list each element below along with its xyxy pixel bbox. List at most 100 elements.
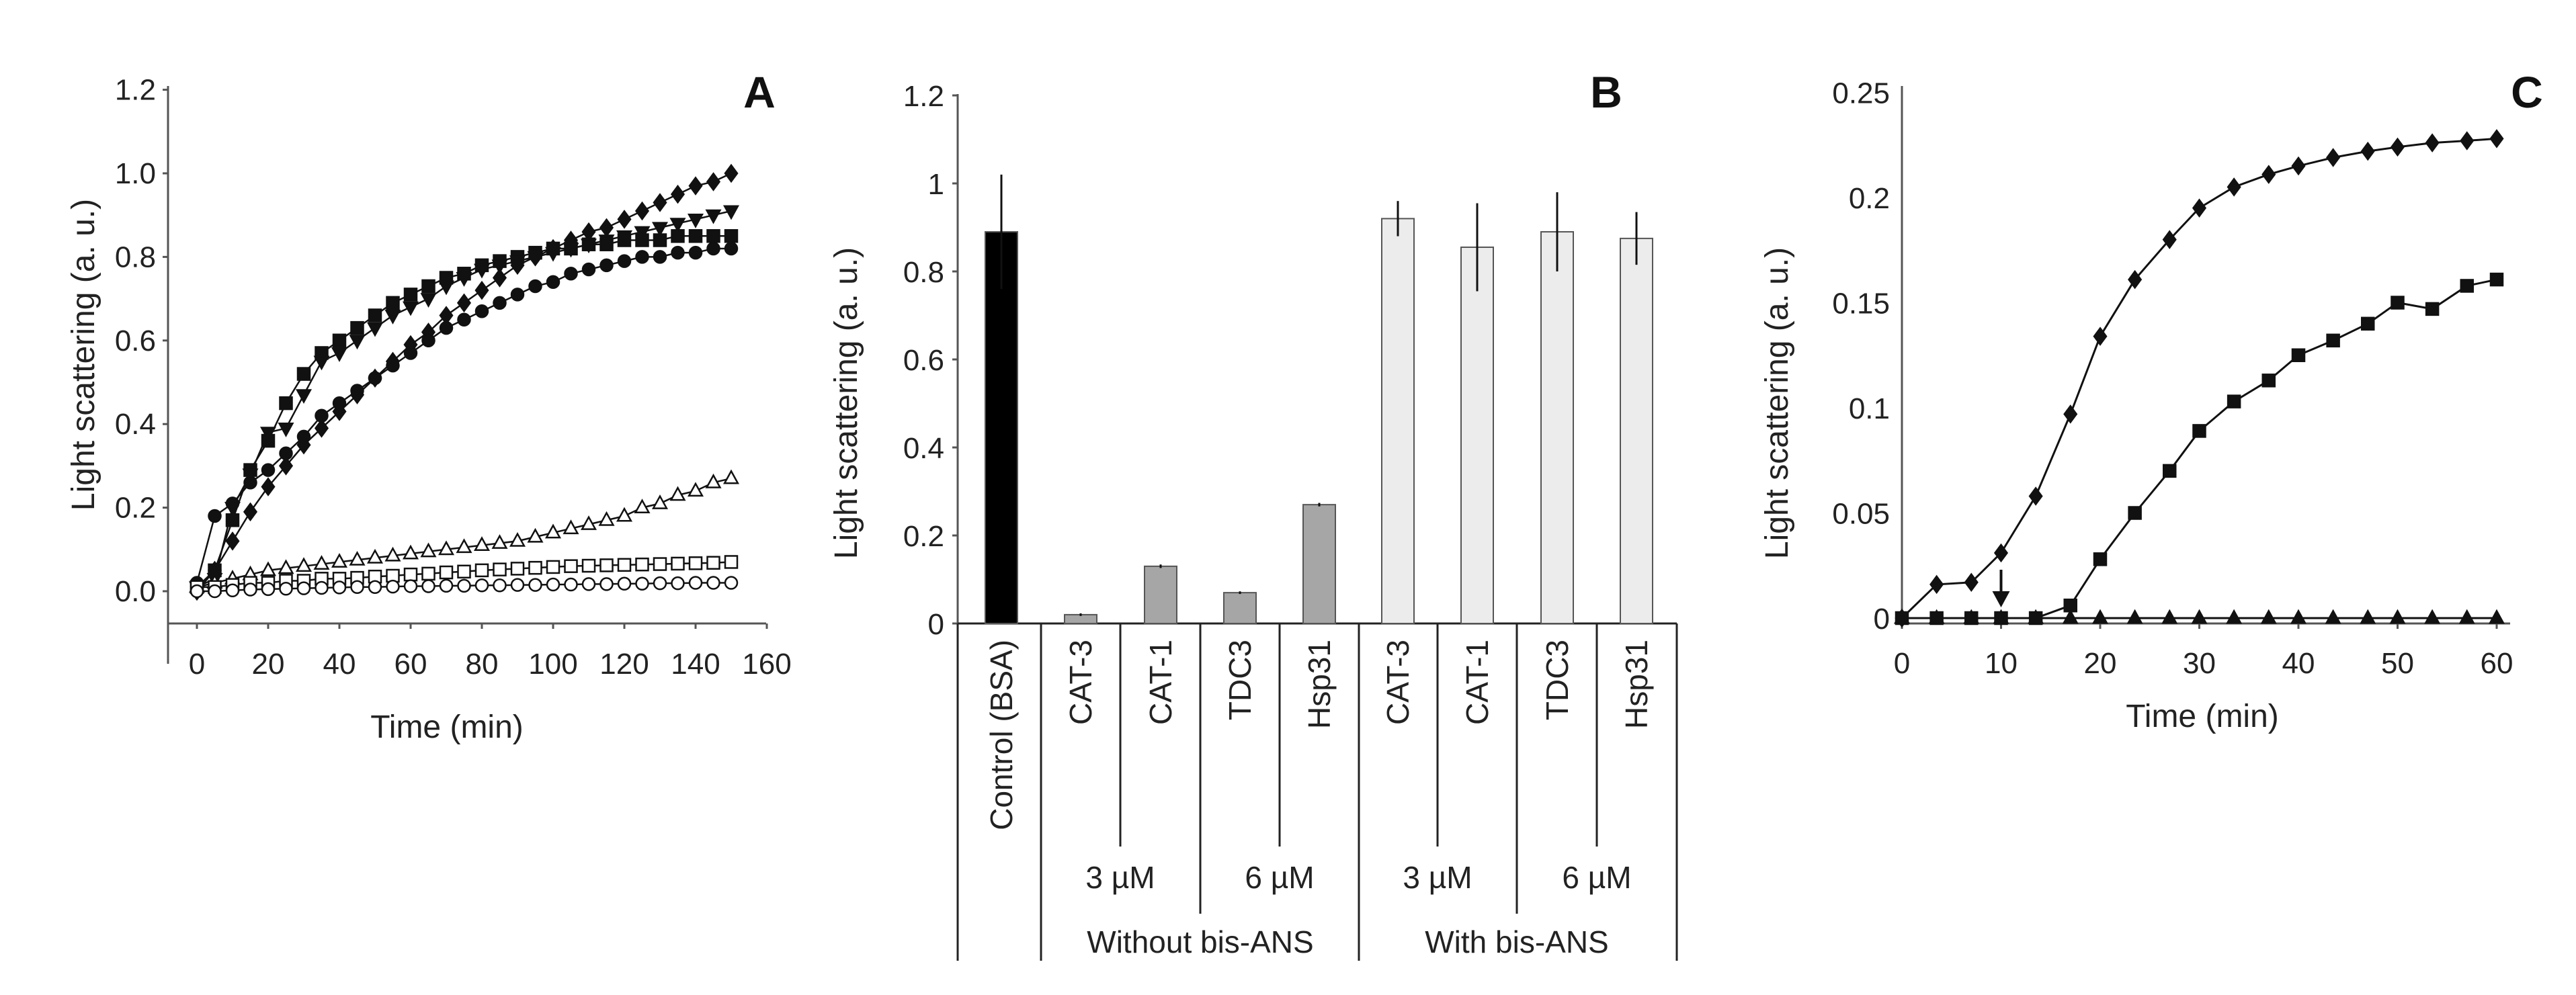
panel-b: Light scattering (a. u.) B 0 0.2 0.4 0.6 0.8…: [829, 67, 1678, 961]
panel-a-point-open-square: [421, 566, 435, 581]
panel-c-point-diamond: [2063, 404, 2078, 424]
panel-a-point-filled-diamond: [421, 322, 436, 342]
panel-a-point-filled-triangle-down: [331, 347, 348, 362]
panel-c-point-diamond: [2227, 177, 2241, 197]
panel-a-point-open-triangle: [669, 486, 686, 501]
panel-a-y-tick-label: 0.8: [115, 241, 156, 273]
panel-c-point-diamond: [1929, 574, 1944, 595]
panel-a-point-open-circle: [439, 578, 454, 593]
panel-a-point-filled-circle: [706, 241, 720, 256]
panel-a-x-tick-label: 80: [466, 648, 499, 681]
panel-a-point-filled-diamond: [563, 230, 579, 250]
panel-a-point-open-circle: [332, 580, 347, 595]
panel-c-point-square: [2128, 506, 2142, 520]
panel-a-point-filled-square: [421, 279, 435, 294]
panel-a-point-open-circle: [261, 582, 276, 597]
panel-a-point-filled-triangle-down: [278, 422, 294, 437]
panel-a-point-open-triangle: [634, 499, 651, 514]
panel-a-point-open-triangle: [438, 540, 455, 556]
panel-c-point-triangle: [1893, 609, 1911, 624]
panel-c-point-triangle: [2325, 609, 2341, 624]
panel-a-point-filled-diamond: [403, 335, 418, 355]
panel-a-y-axis-label: Light scattering (a. u.): [66, 199, 101, 511]
panel-a-point-open-triangle: [473, 536, 491, 552]
panel-c-point-diamond: [2425, 133, 2440, 153]
panel-a-point-open-circle: [564, 577, 578, 592]
panel-a-point-filled-triangle-down: [616, 230, 633, 245]
panel-c-point-triangle: [2062, 609, 2079, 624]
panel-a-point-open-triangle: [616, 507, 633, 522]
panel-c-y-tick-label: 0.25: [1832, 77, 1890, 110]
panel-c-point-triangle: [2091, 609, 2109, 624]
panel-c-point-diamond: [2460, 131, 2475, 150]
panel-c-point-square: [2261, 374, 2276, 388]
panel-a-point-open-square: [635, 557, 649, 572]
panel-a-point-open-square: [474, 563, 489, 578]
panel-b-bar: [1620, 237, 1653, 624]
panel-a-point-open-circle: [386, 579, 400, 594]
panel-a-point-filled-circle: [671, 245, 685, 260]
panel-a-point-filled-circle: [635, 250, 649, 264]
panel-a-point-open-triangle: [722, 469, 740, 484]
panel-b-group-label: With bis-ANS: [1425, 924, 1608, 959]
panel-a-x-tick-label: 0: [189, 648, 205, 681]
panel-b-y-tick-label: 0.4: [903, 432, 944, 465]
panel-a-x-tick-label: 20: [252, 648, 285, 681]
panel-c-y-tick-label: 0.1: [1849, 392, 1890, 425]
panel-a-point-open-circle: [208, 584, 222, 599]
panel-a-y-tick-label: 0.0: [115, 575, 156, 608]
panel-a-point-open-circle: [315, 580, 329, 595]
panel-a-y-tick-label: 0.4: [115, 408, 156, 441]
panel-a-point-open-triangle: [331, 553, 348, 568]
panel-b-category-label: TDC3: [1222, 640, 1257, 720]
panel-a-point-filled-circle: [617, 254, 632, 268]
panel-a-point-filled-triangle-down: [259, 427, 277, 442]
panel-c-point-triangle: [2028, 609, 2044, 624]
panel-c-point-triangle: [2360, 609, 2376, 624]
panel-a-point-filled-diamond: [706, 172, 721, 191]
panel-a-point-open-circle: [724, 576, 739, 590]
panel-a-point-open-triangle: [580, 515, 597, 530]
panel-a-point-open-square: [439, 565, 454, 580]
panel-a-point-open-square: [493, 562, 507, 576]
panel-c-point-square: [2391, 296, 2405, 310]
panel-a-point-open-square: [581, 558, 596, 573]
panel-b-group-label: Without bis-ANS: [1087, 924, 1313, 959]
panel-a-point-open-circle: [671, 576, 685, 591]
panel-c-point-triangle: [1963, 609, 1980, 624]
panel-c-point-diamond: [2162, 230, 2177, 249]
panel-a-point-open-triangle: [544, 523, 562, 539]
panel-a-x-tick-label: 40: [323, 648, 356, 681]
panel-a-point-open-circle: [474, 578, 489, 593]
panel-a-point-open-triangle: [456, 538, 472, 554]
panel-c-x-tick-label: 20: [2084, 647, 2117, 680]
panel-b-bar: [1223, 592, 1257, 625]
panel-b-category-label: CAT-1: [1143, 640, 1178, 725]
panel-a-point-open-triangle: [366, 548, 384, 564]
panel-a-point-open-triangle: [491, 534, 508, 549]
panel-a-point-open-square: [599, 558, 614, 572]
panel-a-point-filled-diamond: [296, 435, 311, 455]
panel-c-point-triangle: [1928, 609, 1945, 624]
panel-b-bar: [1144, 565, 1177, 624]
panel-a-point-filled-triangle-down: [634, 226, 651, 241]
panel-b-bar: [1540, 231, 1574, 624]
panel-a-point-filled-triangle-down: [402, 301, 419, 316]
panel-a-x-axis-label: Time (min): [370, 709, 524, 745]
panel-a-point-open-circle: [493, 578, 507, 593]
panel-a-point-filled-circle: [581, 262, 596, 277]
panel-a-point-filled-triangle-down: [349, 335, 366, 350]
panel-a-point-filled-circle: [208, 509, 222, 523]
panel-a-point-filled-square: [332, 333, 347, 348]
panel-a-point-open-circle: [350, 580, 364, 595]
panel-b-category-label: CAT-1: [1460, 640, 1495, 725]
panel-a-y-tick-label: 0.2: [115, 492, 156, 525]
panel-a-point-filled-diamond: [261, 477, 276, 496]
panel-c-y-tick-label: 0.15: [1832, 288, 1890, 320]
panel-a-point-filled-diamond: [546, 239, 560, 259]
panel-a-point-filled-circle: [528, 279, 542, 294]
panel-c-point-diamond: [2028, 486, 2043, 506]
panel-c: Light scattering (a. u.) Time (min) C 00…: [1759, 67, 2543, 734]
panel-c-letter: C: [2511, 67, 2543, 117]
